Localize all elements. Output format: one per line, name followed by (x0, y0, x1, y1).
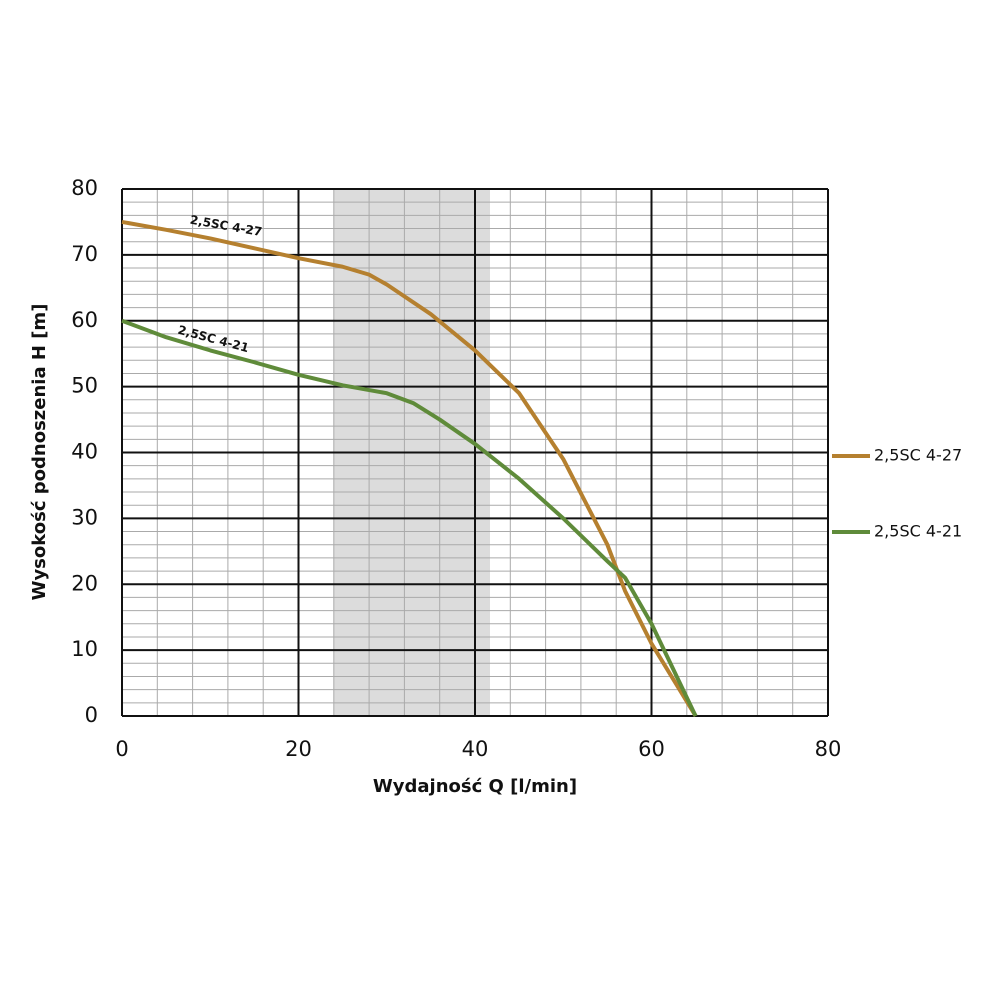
y-tick-label: 80 (71, 176, 98, 200)
x-tick-label: 20 (285, 737, 312, 761)
x-tick-label: 0 (115, 737, 128, 761)
y-tick-label: 60 (71, 308, 98, 332)
x-tick-label: 80 (815, 737, 842, 761)
y-tick-label: 10 (71, 637, 98, 661)
y-tick-label: 20 (71, 571, 98, 595)
y-tick-label: 30 (71, 505, 98, 529)
legend-label: 2,5SC 4-21 (874, 522, 962, 541)
y-tick-label: 70 (71, 242, 98, 266)
y-axis-label: Wysokość podnoszenia H [m] (29, 304, 50, 601)
y-tick-label: 40 (71, 440, 98, 464)
x-tick-label: 40 (462, 737, 489, 761)
x-axis-label: Wydajność Q [l/min] (373, 776, 577, 797)
x-tick-label: 60 (638, 737, 665, 761)
legend-label: 2,5SC 4-27 (874, 446, 962, 465)
y-tick-label: 0 (85, 703, 98, 727)
y-tick-label: 50 (71, 374, 98, 398)
series-line (121, 318, 698, 717)
